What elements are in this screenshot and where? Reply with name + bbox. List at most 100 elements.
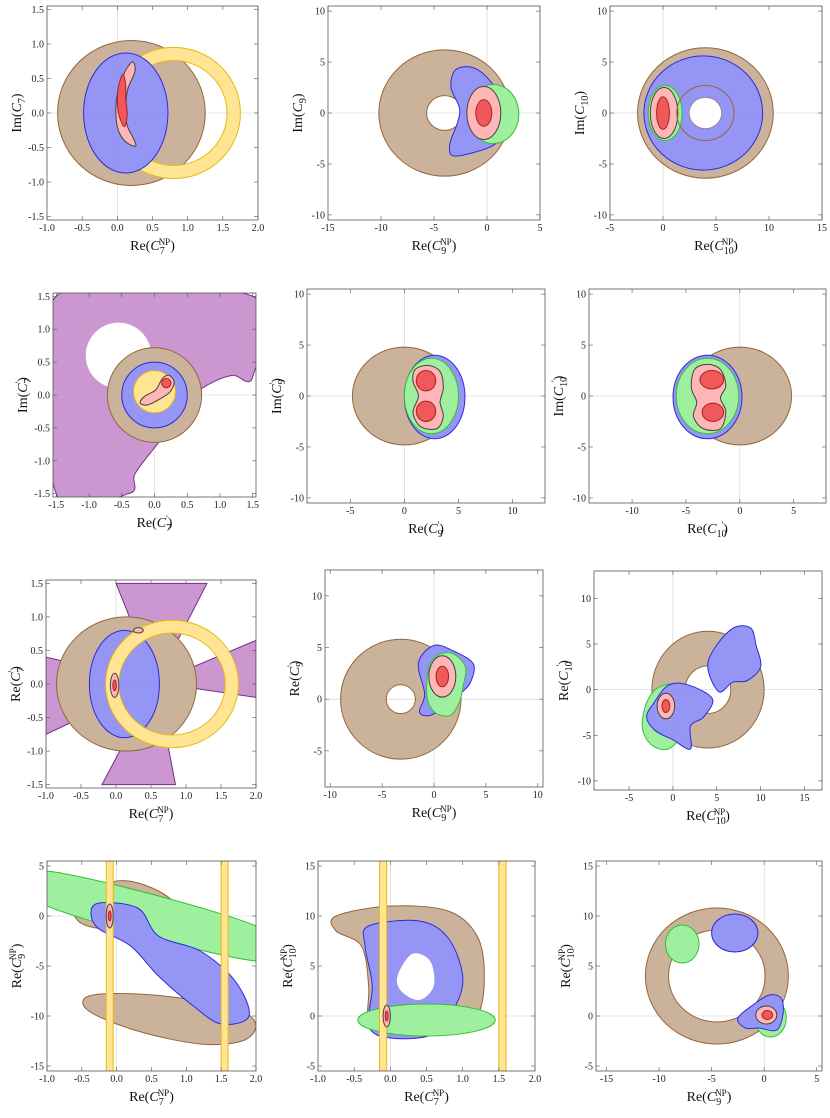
x-tick-label: 0 (402, 506, 407, 517)
y-tick-label: 5 (602, 58, 607, 69)
y-tick-label: -5 (583, 731, 591, 742)
x-tick-label: 0.0 (110, 791, 123, 802)
y-tick-label: -1.5 (34, 489, 50, 500)
region-white-6 (689, 97, 722, 129)
region-red-6 (161, 378, 172, 389)
y-tick-label: -1.5 (28, 212, 44, 223)
panel-p22: -5 0 5 10 -10 -5 0 5 10 Re(C9') Im(C9') (268, 288, 546, 540)
region-red-7 (384, 1010, 389, 1022)
x-tick-label: 10 (764, 223, 774, 234)
y-tick-label: -10 (573, 493, 586, 504)
region-red-4 (699, 370, 725, 390)
y-tick-label: -1.5 (27, 780, 43, 791)
region-pink-9 (133, 627, 144, 634)
x-axis-label: Re(C7') (137, 514, 173, 534)
y-tick-label: -5 (317, 159, 325, 170)
y-tick-label: 0 (39, 912, 44, 923)
x-tick-label: -1.5 (48, 500, 64, 511)
y-tick-label: 5 (588, 962, 593, 973)
region-red-4 (116, 73, 128, 128)
x-tick-label: -0.5 (346, 1074, 362, 1085)
y-tick-label: 0 (299, 392, 304, 403)
y-tick-label: -5 (585, 1062, 593, 1073)
x-tick-label: 0.5 (145, 1074, 158, 1085)
panel-p43: -15 -10 -5 0 5 -5 0 5 10 15 Re(C9NP) Re(C10NP) (557, 860, 823, 1108)
y-tick-label: 5 (581, 341, 586, 352)
y-tick-label: -15 (31, 1062, 44, 1073)
x-tick-label: 1.0 (180, 791, 193, 802)
region-red-4 (435, 665, 450, 688)
x-tick-label: 1.5 (493, 1074, 506, 1085)
x-tick-label: -15 (321, 223, 334, 234)
x-axis-label: Re(C7NP) (130, 237, 175, 257)
x-tick-label: -10 (324, 790, 337, 801)
x-tick-label: 5 (456, 506, 461, 517)
panel-p12: -15 -10 -5 0 5 -10 -5 0 5 10 Re(C9NP) Im(C9) (291, 5, 543, 257)
x-tick-label: 1.5 (246, 500, 259, 511)
y-tick-label: 0 (320, 109, 325, 120)
region-red-4 (656, 96, 670, 130)
y-tick-label: -10 (312, 210, 325, 221)
x-tick-label: -0.5 (74, 223, 90, 234)
y-tick-label: 10 (581, 594, 591, 605)
y-tick-label: 0.5 (32, 74, 45, 85)
region-red-8 (112, 679, 117, 692)
x-tick-label: 0.0 (111, 223, 124, 234)
x-tick-label: 1.0 (180, 1074, 193, 1085)
y-axis-label: Im(C9') (268, 378, 288, 414)
x-tick-label: 0.5 (145, 791, 158, 802)
x-tick-label: 10 (508, 506, 518, 517)
x-tick-label: 0 (432, 790, 437, 801)
y-axis-label: Im(C10') (550, 375, 570, 416)
y-tick-label: -10 (578, 776, 591, 787)
panel-p21: -1.5 -1.0 -0.5 0.0 0.5 1.0 1.5 -1.5 -1.0 -0.5 0.0 0… (14, 292, 259, 534)
x-tick-label: -10 (625, 506, 638, 517)
y-tick-label: -5 (307, 1062, 315, 1073)
x-tick-label: 0 (485, 223, 490, 234)
region-blue-5 (88, 629, 160, 739)
y-tick-label: 5 (317, 643, 322, 654)
y-tick-label: 10 (305, 912, 315, 923)
y-axis-label: Im(C7') (14, 377, 34, 413)
x-axis-label: Re(C10NP) (686, 807, 730, 827)
region-yellow-4 (105, 861, 114, 1071)
region-red-4 (475, 99, 493, 127)
y-tick-label: 0.0 (38, 391, 51, 402)
y-tick-label: 5 (320, 58, 325, 69)
x-tick-label: 10 (533, 790, 543, 801)
x-axis-label: Re(C9') (408, 520, 444, 540)
y-axis-label: Im(C9) (291, 93, 309, 133)
y-tick-label: -0.5 (34, 423, 50, 434)
x-axis-label: Re(C9NP) (687, 1088, 732, 1108)
y-tick-label: 5 (586, 640, 591, 651)
y-tick-label: 0.5 (31, 646, 44, 657)
region-yellow-4 (378, 861, 388, 1071)
y-tick-label: 5 (39, 862, 44, 873)
y-axis-label: Im(C10) (573, 91, 591, 136)
y-tick-label: -0.5 (28, 143, 44, 154)
x-tick-label: 0.0 (148, 500, 161, 511)
y-tick-label: 1.0 (32, 39, 45, 50)
y-tick-label: 1.5 (32, 5, 45, 16)
y-tick-label: 1.0 (38, 325, 51, 336)
x-axis-label: Re(C9NP) (412, 237, 457, 257)
x-axis-label: Re(C9NP) (412, 804, 457, 824)
x-tick-label: 2.0 (250, 791, 263, 802)
region-red-4 (415, 370, 437, 392)
x-tick-label: 5 (714, 793, 719, 804)
y-tick-label: 10 (294, 290, 304, 301)
y-tick-label: 0.0 (31, 680, 44, 691)
region-white-3 (396, 953, 435, 1001)
y-tick-label: 5 (310, 962, 315, 973)
x-tick-label: 0 (670, 793, 675, 804)
x-tick-label: 5 (538, 223, 543, 234)
region-green-1 (664, 924, 700, 964)
y-tick-label: 1.5 (38, 292, 51, 303)
y-tick-label: 0 (317, 695, 322, 706)
region-blue-1 (707, 625, 762, 693)
x-tick-label: -10 (652, 1074, 665, 1085)
x-tick-label: 0 (762, 1074, 767, 1085)
y-tick-label: -10 (291, 493, 304, 504)
x-tick-label: -1.0 (310, 1074, 326, 1085)
y-tick-label: -0.5 (27, 713, 43, 724)
